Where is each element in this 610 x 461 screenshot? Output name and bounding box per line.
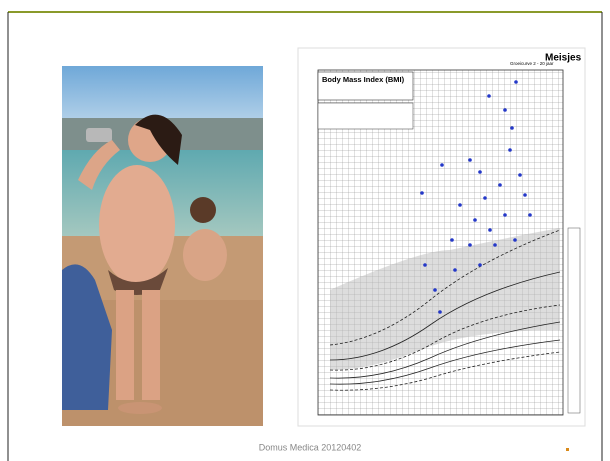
scatter-dots: [420, 80, 532, 314]
chart-image-title: Body Mass Index (BMI): [322, 75, 405, 84]
chart-image-subtitle: Groeicurve 2 - 20 jaar: [510, 61, 554, 66]
footer: Domus Medica 20120402: [259, 442, 362, 452]
chart-image-heading: Meisjes: [545, 53, 582, 64]
slide-marker: [566, 448, 569, 451]
bmi-chart-image: Body Mass Index (BMI) Groeicurve 2 - 20 …: [297, 47, 586, 427]
beach-photo: [62, 66, 263, 426]
